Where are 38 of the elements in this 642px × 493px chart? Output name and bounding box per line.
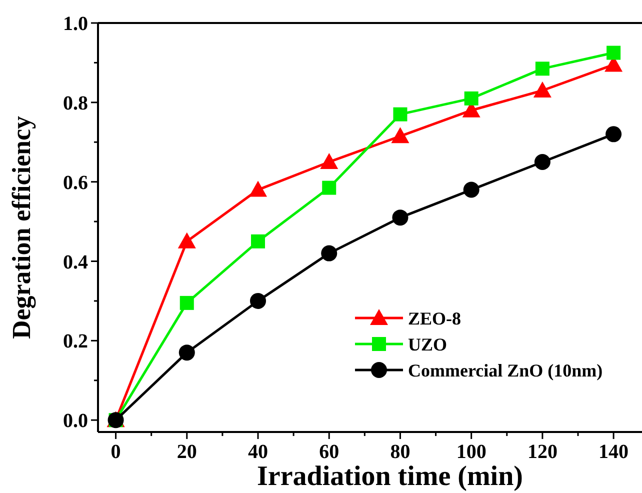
point	[392, 210, 408, 226]
point	[249, 180, 267, 197]
point	[391, 127, 410, 144]
x-tick-label: 100	[456, 441, 486, 463]
point	[251, 234, 265, 248]
point	[534, 154, 550, 170]
x-tick-label: 60	[319, 441, 340, 463]
y-tick-label: 0.8	[63, 92, 88, 114]
x-tick-label: 20	[176, 441, 197, 463]
point	[250, 292, 266, 309]
text: 0.0	[63, 410, 88, 432]
point	[180, 296, 194, 310]
point	[393, 107, 408, 122]
x-tick-label: 0	[110, 441, 121, 463]
y-tick-label: 0.4	[63, 251, 88, 274]
text: 1.0	[63, 13, 88, 35]
x-tick-label: 140	[598, 441, 629, 463]
x-tick-label: 80	[390, 441, 410, 463]
legend-label: ZEO-8	[408, 308, 462, 328]
point	[464, 91, 478, 106]
legend-label: UZO	[408, 334, 448, 354]
point	[178, 344, 195, 361]
point	[606, 126, 622, 142]
x-tick-label: 120	[527, 441, 558, 463]
y-axis-title: Degration efficiency	[7, 116, 36, 340]
x-axis-title: Irradiation time (min)	[257, 461, 523, 492]
point	[606, 46, 621, 60]
point	[178, 232, 196, 248]
x-tick-label: 40	[248, 441, 268, 463]
point	[321, 245, 338, 262]
point	[535, 62, 550, 76]
legend-label: Commercial ZnO (10nm)	[408, 360, 603, 380]
point	[322, 180, 336, 195]
y-tick-label: 0.6	[63, 172, 88, 194]
point	[533, 82, 552, 98]
point	[463, 182, 480, 198]
point	[320, 152, 338, 169]
y-tick-label: 0.2	[63, 330, 88, 353]
